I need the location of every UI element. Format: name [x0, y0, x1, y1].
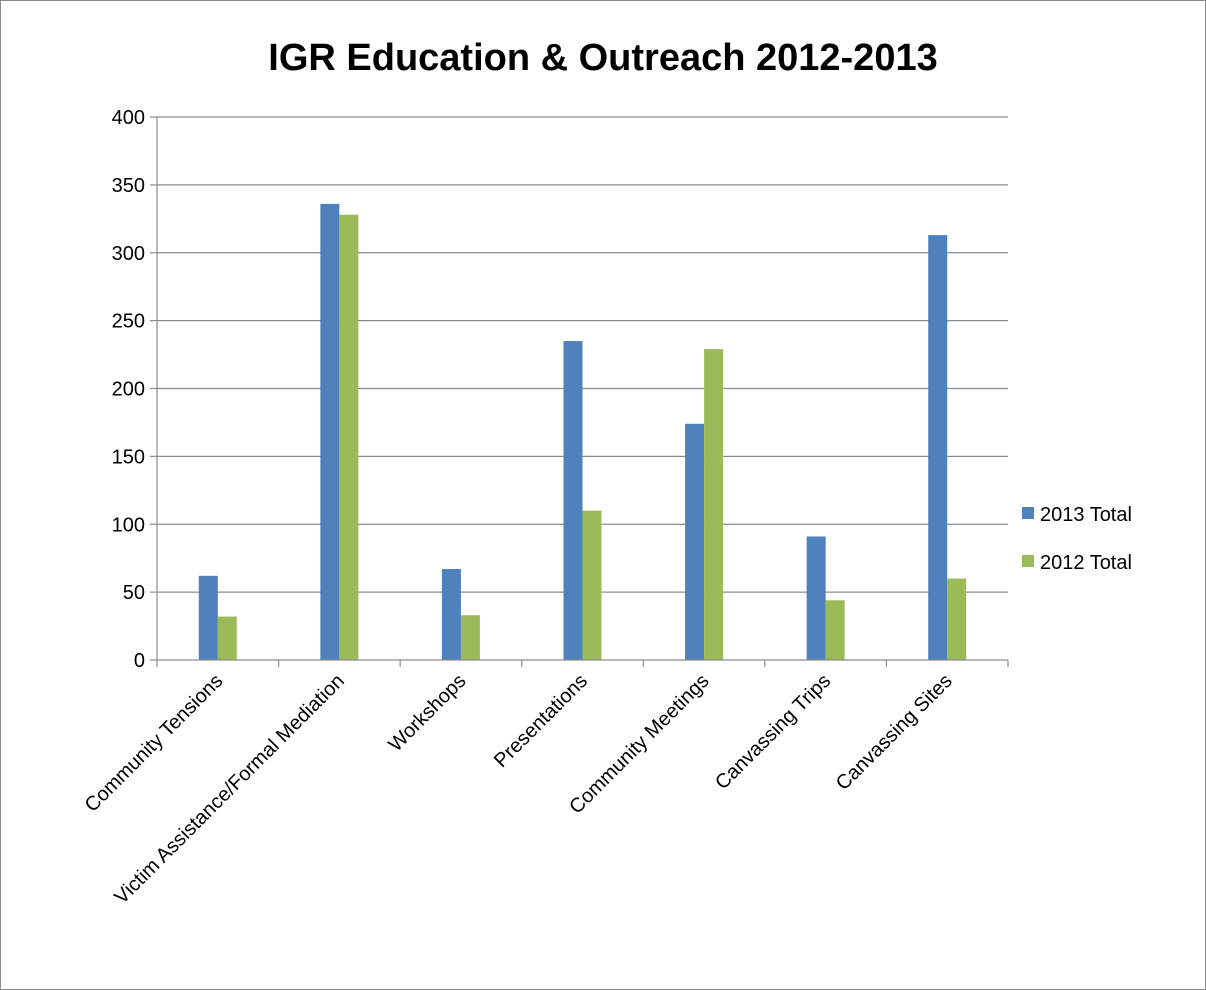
bar-2013-5: [806, 536, 826, 660]
x-category-label: Community Meetings: [565, 670, 713, 818]
y-tick-label: 100: [112, 514, 145, 536]
x-category-label: Workshops: [384, 670, 470, 756]
bar-2013-1: [320, 203, 340, 660]
y-tick-label: 50: [123, 582, 145, 604]
bar-2012-0: [217, 616, 237, 660]
y-tick-label: 350: [112, 175, 145, 197]
legend-label: 2013 Total: [1040, 504, 1132, 526]
bar-2013-4: [685, 423, 705, 660]
y-tick-label: 250: [112, 311, 145, 333]
bar-2013-6: [928, 235, 948, 661]
legend-swatch: [1022, 555, 1034, 567]
bar-2013-3: [563, 340, 583, 660]
y-tick-label: 400: [112, 107, 145, 129]
x-category-label: Presentations: [490, 670, 592, 772]
x-category-label: Canvassing Sites: [832, 670, 957, 795]
legend-swatch: [1022, 507, 1034, 519]
bar-2012-5: [825, 600, 845, 660]
bar-2013-2: [441, 569, 461, 660]
bar-2012-4: [704, 349, 724, 660]
bar-2012-1: [339, 214, 359, 661]
bars: [198, 203, 967, 661]
x-category-label: Victim Assistance/Formal Mediation: [110, 670, 349, 909]
y-tick-label: 0: [134, 650, 145, 672]
legend-label: 2012 Total: [1040, 552, 1132, 574]
y-axis: 0 50 100 150 200 250 300 350 400: [112, 107, 158, 672]
gridlines: [157, 116, 1008, 593]
x-category-label: Canvassing Trips: [711, 670, 835, 794]
bar-2013-0: [198, 575, 218, 660]
bar-2012-6: [947, 578, 967, 660]
bar-2012-3: [582, 510, 602, 660]
y-tick-label: 300: [112, 243, 145, 265]
chart-title: IGR Education & Outreach 2012-2013: [268, 37, 937, 79]
y-tick-label: 150: [112, 446, 145, 468]
y-tick-label: 200: [112, 379, 145, 401]
legend: 2013 Total 2012 Total: [1022, 504, 1132, 574]
x-category-label: Community Tensions: [81, 670, 228, 817]
bar-2012-2: [460, 615, 480, 660]
